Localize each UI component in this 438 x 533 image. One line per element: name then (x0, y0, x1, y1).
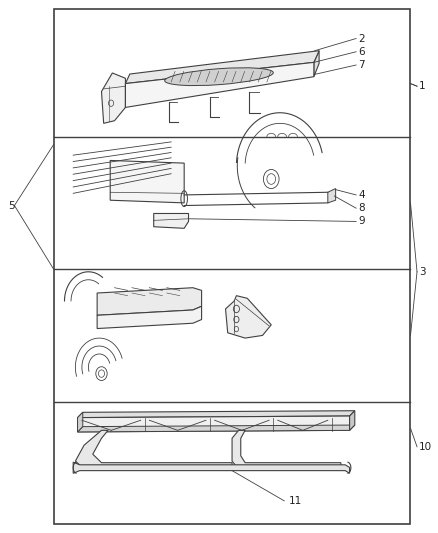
Text: 8: 8 (358, 203, 365, 213)
Bar (53, 10, 410, 523)
Polygon shape (232, 430, 341, 469)
Text: 9: 9 (358, 216, 365, 227)
Polygon shape (350, 411, 355, 430)
Polygon shape (78, 416, 350, 432)
Text: 2: 2 (358, 34, 365, 44)
Text: 5: 5 (8, 200, 14, 211)
Polygon shape (226, 296, 271, 338)
Text: 3: 3 (419, 267, 426, 277)
Polygon shape (78, 413, 83, 432)
Polygon shape (97, 306, 201, 328)
Text: 7: 7 (358, 60, 365, 70)
Text: 1: 1 (419, 81, 426, 91)
Polygon shape (97, 288, 201, 316)
Polygon shape (78, 425, 355, 432)
Polygon shape (125, 51, 319, 84)
Polygon shape (102, 73, 125, 123)
Polygon shape (125, 62, 314, 108)
Polygon shape (328, 189, 336, 203)
Text: 4: 4 (358, 190, 365, 200)
Polygon shape (75, 430, 232, 469)
Polygon shape (154, 214, 188, 228)
Text: 10: 10 (419, 442, 432, 452)
Polygon shape (110, 160, 184, 203)
Text: 11: 11 (289, 496, 302, 506)
Ellipse shape (165, 68, 273, 86)
Text: 6: 6 (358, 47, 365, 56)
Polygon shape (73, 462, 350, 473)
Polygon shape (78, 411, 355, 418)
Polygon shape (314, 51, 319, 77)
